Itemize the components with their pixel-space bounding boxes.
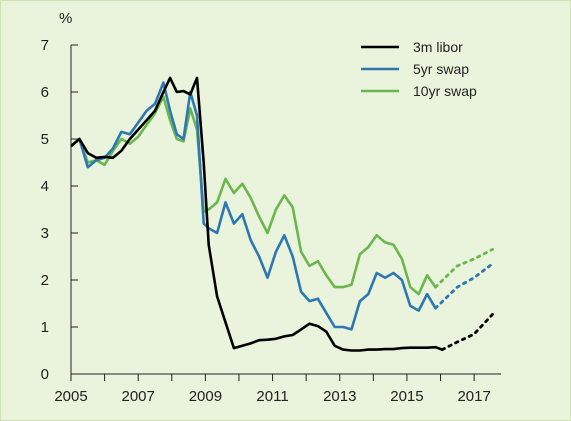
y-tick-label: 7	[41, 37, 49, 54]
y-tick-label: 0	[41, 366, 49, 383]
legend-label: 5yr swap	[413, 61, 469, 77]
y-tick-label: 6	[41, 84, 49, 101]
x-axis: 2005 2007 2009 2011 2013 2015 2017	[54, 373, 501, 405]
series-forecast-line	[434, 247, 495, 289]
x-tick-label: 2007	[122, 388, 155, 405]
legend-label: 3m libor	[413, 39, 463, 55]
series-line	[70, 81, 437, 331]
series-lines	[70, 76, 495, 352]
series-forecast-line	[434, 262, 495, 310]
series-line	[70, 95, 437, 296]
y-tick-label: 1	[41, 319, 49, 336]
y-tick-label: 5	[41, 131, 49, 148]
y-tick-label: 4	[41, 178, 49, 195]
legend-label: 10yr swap	[413, 83, 477, 99]
x-tick-label: 2013	[323, 388, 356, 405]
x-tick-label: 2015	[390, 388, 423, 405]
y-tick-label: 3	[41, 225, 49, 242]
y-axis: 0 1 2 3 4 5 6 7	[41, 37, 78, 383]
x-tick-label: 2011	[256, 388, 288, 405]
y-tick-label: 2	[41, 272, 49, 289]
y-axis-unit-label: %	[59, 10, 72, 27]
x-tick-label: 2017	[457, 388, 490, 405]
series-forecast-line	[440, 312, 495, 352]
x-tick-label: 2009	[189, 388, 222, 405]
legend: 3m libor 5yr swap 10yr swap	[361, 39, 477, 99]
x-tick-label: 2005	[54, 388, 87, 405]
series-line	[70, 76, 443, 352]
